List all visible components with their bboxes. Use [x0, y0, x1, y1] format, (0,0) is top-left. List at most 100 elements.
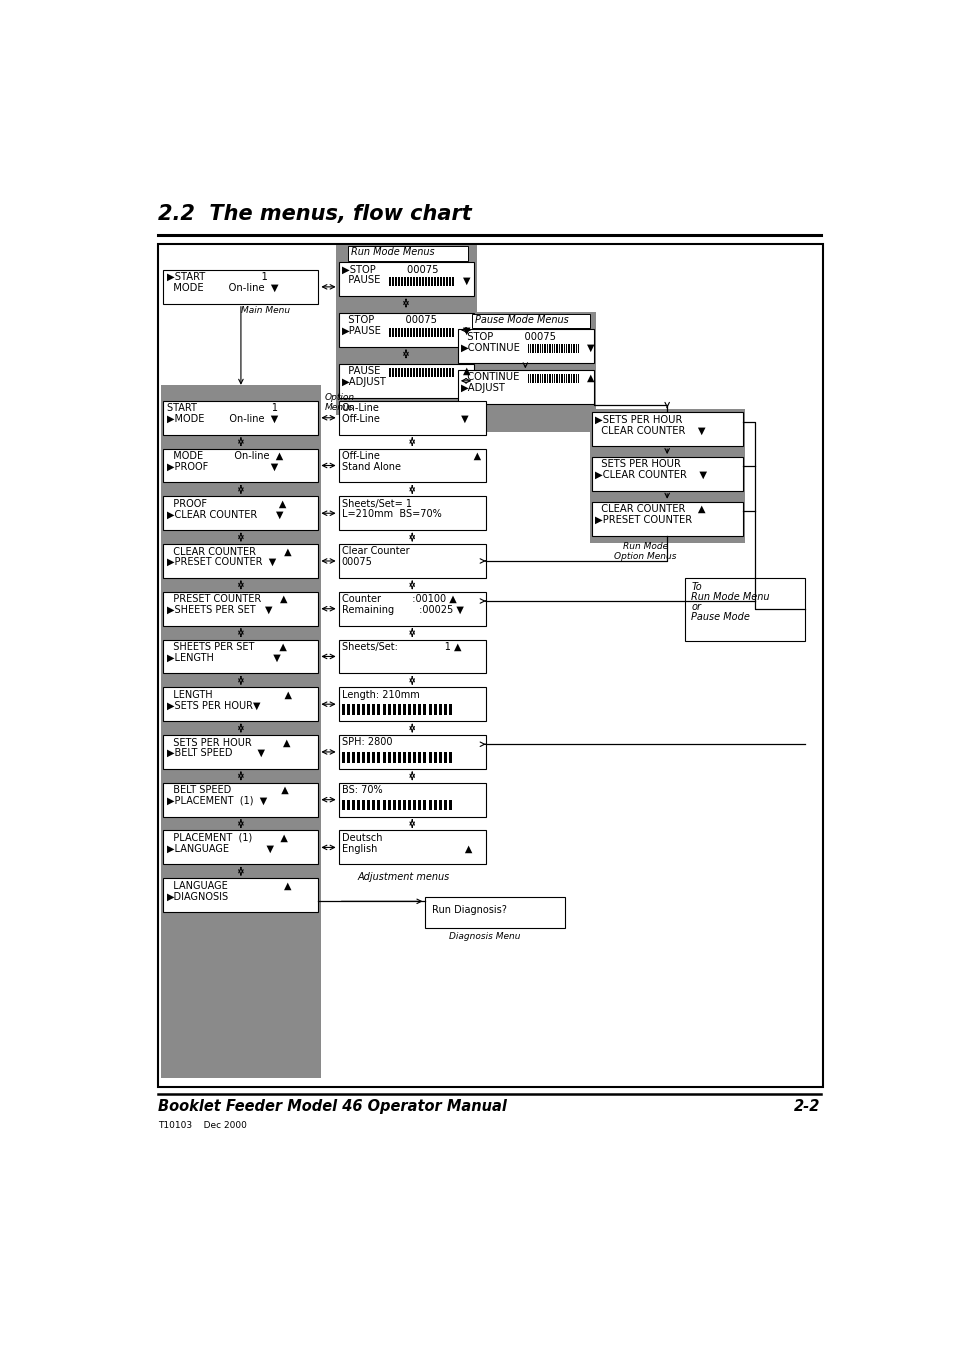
Bar	[413, 704, 416, 715]
Text: SHEETS PER SET        ▲: SHEETS PER SET ▲	[167, 642, 286, 651]
Bar	[539, 374, 540, 384]
Bar	[418, 328, 420, 336]
Bar	[403, 328, 405, 336]
Bar	[338, 313, 474, 347]
Text: Option: Option	[324, 393, 355, 403]
Bar	[443, 800, 446, 811]
Bar	[575, 345, 577, 353]
Bar	[442, 367, 444, 377]
Bar	[438, 800, 441, 811]
Bar	[397, 367, 399, 377]
Bar	[377, 704, 380, 715]
Text: BS: 70%: BS: 70%	[341, 785, 382, 794]
Bar	[387, 704, 390, 715]
Bar	[338, 449, 485, 482]
Bar	[413, 753, 416, 763]
Bar	[335, 246, 476, 415]
Text: ▶ADJUST: ▶ADJUST	[460, 384, 505, 393]
Bar	[452, 367, 453, 377]
Text: CLEAR COUNTER    ▼: CLEAR COUNTER ▼	[595, 426, 705, 435]
Bar	[434, 328, 436, 336]
Bar	[684, 578, 804, 642]
Bar	[439, 367, 441, 377]
Bar	[397, 800, 400, 811]
Bar	[428, 367, 429, 377]
Bar	[428, 328, 429, 336]
Bar	[541, 345, 543, 353]
Bar	[431, 328, 432, 336]
Bar	[448, 367, 450, 377]
Bar	[163, 688, 318, 721]
Bar	[402, 800, 406, 811]
Text: ▶DIAGNOSIS: ▶DIAGNOSIS	[167, 892, 229, 901]
Text: Clear Counter: Clear Counter	[341, 546, 409, 557]
Bar	[560, 374, 562, 384]
Bar	[397, 753, 400, 763]
Bar	[541, 374, 543, 384]
Text: SETS PER HOUR          ▲: SETS PER HOUR ▲	[167, 738, 290, 747]
Bar	[424, 328, 426, 336]
Text: STOP          00075: STOP 00075	[341, 315, 436, 326]
Bar	[163, 544, 318, 578]
Text: ▼: ▼	[462, 326, 470, 336]
Bar	[389, 277, 391, 286]
Text: CLEAR COUNTER    ▲: CLEAR COUNTER ▲	[595, 504, 705, 513]
Bar	[377, 753, 380, 763]
Bar	[575, 374, 577, 384]
Bar	[530, 374, 531, 384]
Bar	[397, 328, 399, 336]
Bar	[418, 277, 420, 286]
Bar	[408, 753, 411, 763]
Bar	[403, 367, 405, 377]
Bar	[341, 800, 344, 811]
Bar	[397, 277, 399, 286]
Bar	[423, 704, 426, 715]
Bar	[423, 753, 426, 763]
Text: MODE        On-line  ▼: MODE On-line ▼	[167, 282, 278, 293]
Bar	[392, 277, 394, 286]
Text: ▶CONTINUE: ▶CONTINUE	[460, 342, 520, 353]
Bar	[400, 367, 402, 377]
Text: ▶CLEAR COUNTER    ▼: ▶CLEAR COUNTER ▼	[595, 470, 706, 480]
Text: Off-Line                          ▼: Off-Line ▼	[341, 413, 468, 424]
Bar	[392, 328, 394, 336]
Bar	[438, 704, 441, 715]
Bar	[457, 330, 593, 363]
Bar	[347, 704, 350, 715]
Bar	[393, 753, 395, 763]
Bar	[434, 704, 436, 715]
Text: ▶START                  1: ▶START 1	[167, 273, 267, 282]
Bar	[428, 800, 431, 811]
Bar	[438, 753, 441, 763]
Bar	[392, 367, 394, 377]
Bar	[382, 753, 385, 763]
Bar	[397, 704, 400, 715]
Bar	[530, 345, 531, 353]
Bar	[570, 345, 572, 353]
Text: ▶PRESET COUNTER: ▶PRESET COUNTER	[595, 515, 692, 524]
Bar	[161, 385, 320, 1078]
Text: ▶LANGUAGE            ▼: ▶LANGUAGE ▼	[167, 843, 274, 854]
Bar	[338, 401, 485, 435]
Bar	[338, 782, 485, 816]
Bar	[527, 374, 529, 384]
Bar	[546, 374, 548, 384]
Text: PAUSE: PAUSE	[341, 366, 379, 376]
Bar	[537, 374, 538, 384]
Bar	[393, 800, 395, 811]
Bar	[431, 367, 432, 377]
Bar	[407, 328, 408, 336]
Bar	[413, 800, 416, 811]
Bar	[163, 270, 318, 304]
Bar	[352, 704, 355, 715]
Text: ▶PRESET COUNTER  ▼: ▶PRESET COUNTER ▼	[167, 557, 275, 567]
Text: Off-Line                              ▲: Off-Line ▲	[341, 451, 480, 461]
Text: LENGTH                       ▲: LENGTH ▲	[167, 689, 292, 700]
Bar	[389, 328, 391, 336]
Text: 00075: 00075	[341, 557, 373, 567]
Bar	[439, 277, 441, 286]
Bar	[163, 878, 318, 912]
Bar	[428, 277, 429, 286]
Text: 2-2: 2-2	[794, 1100, 820, 1115]
Bar	[362, 704, 365, 715]
